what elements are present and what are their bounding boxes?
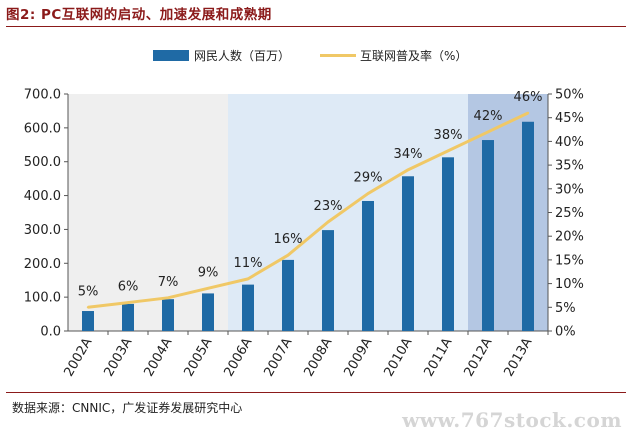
bar-2012A	[482, 140, 494, 331]
x-tick-label: 2009A	[341, 335, 375, 379]
y-left-tick-label: 700.0	[24, 88, 61, 103]
y-left-tick-label: 500.0	[24, 155, 61, 170]
line-data-label: 11%	[234, 256, 263, 271]
phase-band-3	[468, 94, 548, 331]
line-data-label: 5%	[78, 284, 99, 299]
line-data-label: 38%	[434, 128, 463, 143]
y-left-tick-label: 0.0	[40, 325, 61, 340]
line-data-label: 6%	[118, 280, 139, 295]
x-tick-label: 2013A	[501, 335, 535, 379]
bar-2002A	[82, 311, 94, 331]
line-data-label: 7%	[158, 275, 179, 290]
line-data-label: 29%	[354, 171, 383, 186]
line-data-label: 23%	[314, 199, 343, 214]
line-point-2005A	[206, 287, 210, 290]
x-tick-label: 2003A	[101, 335, 135, 379]
bar-2005A	[202, 293, 214, 331]
line-data-label: 34%	[394, 147, 423, 162]
bar-2011A	[442, 157, 454, 331]
line-point-2007A	[286, 253, 290, 257]
chart: 0.0 100.0 200.0 300.0 400.0 500.0 600.0 700.0 0%…	[24, 48, 584, 379]
y-right-tick-label: 25%	[555, 206, 584, 221]
y-left-tick-label: 600.0	[24, 121, 61, 136]
bar-2009A	[362, 200, 374, 331]
bar-2008A	[322, 230, 334, 331]
data-labels: 5% 6% 7% 9% 11% 16% 23% 29% 34% 38% 42% 46%	[78, 90, 543, 299]
line-point-2008A	[326, 220, 330, 224]
line-point-2011A	[446, 149, 450, 153]
phase-band-1	[68, 94, 228, 331]
line-point-2004A	[166, 296, 170, 300]
line-point-2013A	[526, 111, 530, 115]
bar-2013A	[522, 121, 534, 332]
line-point-2012A	[486, 130, 490, 134]
source-note: 数据来源：CNNIC，广发证券发展研究中心	[12, 401, 243, 415]
line-point-2006A	[246, 277, 250, 281]
title-rule	[6, 26, 626, 27]
x-tick-label: 2012A	[461, 335, 495, 379]
line-data-label: 16%	[274, 232, 303, 247]
y-right-tick-label: 15%	[555, 253, 584, 268]
line-data-label: 42%	[474, 109, 503, 124]
y-left-tick-label: 100.0	[24, 291, 61, 306]
bar-2004A	[162, 299, 174, 331]
line-point-2010A	[406, 168, 410, 172]
line-data-label: 9%	[198, 265, 219, 280]
y-right-tick-label: 35%	[555, 159, 584, 174]
legend: 网民人数（百万） 互联网普及率（%）	[153, 48, 467, 63]
legend-swatch-bar	[153, 50, 189, 61]
footer-rule	[6, 392, 626, 393]
line-point-2002A	[86, 306, 90, 309]
y-right-tick-label: 45%	[555, 111, 584, 126]
penetration-line	[87, 111, 529, 309]
y-right-tick-label: 10%	[555, 277, 584, 292]
x-tick-label: 2011A	[421, 335, 455, 379]
y-left-tick-label: 300.0	[24, 223, 61, 238]
y-left-tick-label: 200.0	[24, 257, 61, 272]
line-point-2003A	[126, 301, 130, 304]
line-point-2009A	[366, 192, 370, 195]
y-right-tick-label: 5%	[555, 301, 576, 316]
legend-label-line: 互联网普及率（%）	[360, 48, 467, 63]
page-title: 图2: PC互联网的启动、加速发展和成熟期	[6, 7, 272, 23]
x-tick-label: 2002A	[61, 335, 95, 379]
phase-backgrounds	[68, 94, 548, 331]
y-right-tick-label: 40%	[555, 135, 584, 150]
bar-2007A	[282, 259, 294, 331]
x-tick-label: 2010A	[381, 335, 415, 379]
y-left-tick-label: 400.0	[24, 189, 61, 204]
x-tick-label: 2006A	[221, 335, 255, 379]
x-tick-label: 2008A	[301, 335, 335, 379]
watermark: www.767stock.com	[402, 408, 622, 432]
x-tick-label: 2004A	[141, 335, 175, 379]
x-tick-label: 2005A	[181, 335, 215, 379]
bar-2006A	[242, 284, 254, 331]
line-data-label: 46%	[514, 90, 543, 105]
y-right-tick-label: 0%	[555, 325, 576, 340]
y-right-tick-label: 50%	[555, 88, 584, 103]
legend-label-bar: 网民人数（百万）	[194, 48, 290, 63]
y-right-tick-label: 20%	[555, 230, 584, 245]
line-series	[86, 111, 530, 309]
bar-2010A	[402, 176, 414, 331]
y-right-tick-label: 30%	[555, 182, 584, 197]
phase-band-2	[228, 94, 468, 331]
x-tick-label: 2007A	[261, 335, 295, 379]
bar-2003A	[122, 303, 134, 331]
bar-series	[82, 121, 534, 332]
